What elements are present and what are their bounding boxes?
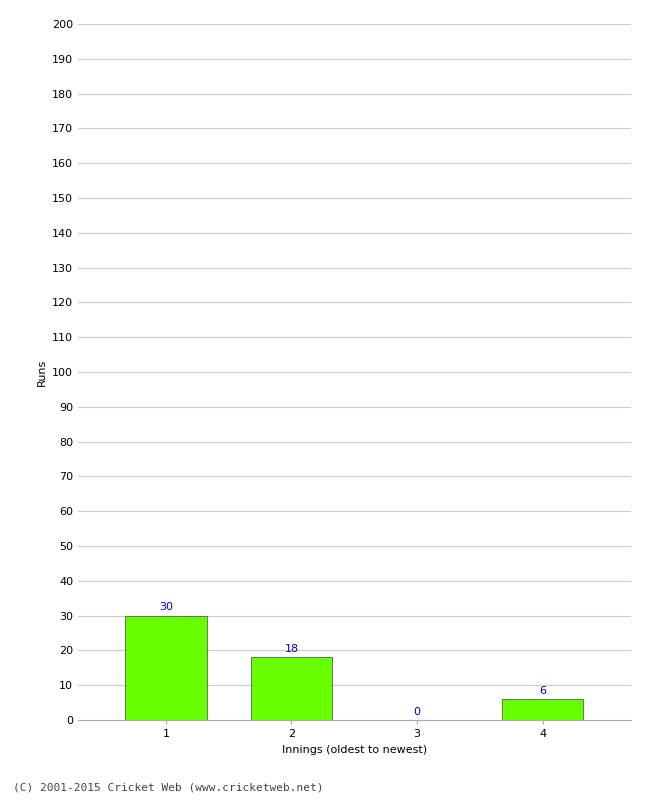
Text: 6: 6: [539, 686, 546, 696]
X-axis label: Innings (oldest to newest): Innings (oldest to newest): [281, 745, 427, 754]
Text: 0: 0: [413, 706, 421, 717]
Text: 18: 18: [285, 644, 298, 654]
Y-axis label: Runs: Runs: [36, 358, 46, 386]
Text: (C) 2001-2015 Cricket Web (www.cricketweb.net): (C) 2001-2015 Cricket Web (www.cricketwe…: [13, 782, 324, 792]
Bar: [502, 699, 584, 720]
Text: 30: 30: [159, 602, 173, 612]
Bar: [125, 616, 207, 720]
Bar: [251, 658, 332, 720]
